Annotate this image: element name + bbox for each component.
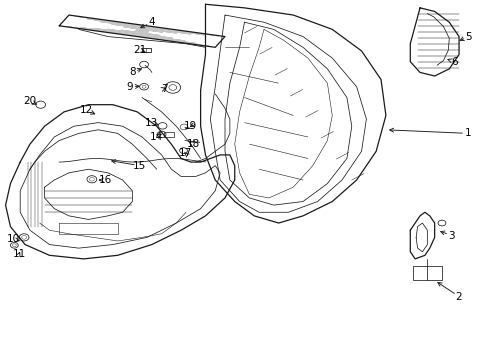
- Text: 15: 15: [133, 161, 146, 171]
- Bar: [412, 266, 441, 280]
- Text: 8: 8: [129, 67, 135, 77]
- Text: 12: 12: [79, 105, 92, 115]
- Text: 5: 5: [465, 32, 471, 41]
- Text: 9: 9: [126, 82, 133, 92]
- Text: 6: 6: [450, 57, 457, 67]
- Text: 11: 11: [13, 248, 26, 258]
- Text: 3: 3: [447, 231, 454, 240]
- Text: 14: 14: [150, 132, 163, 142]
- Bar: [142, 48, 151, 52]
- Text: 21: 21: [133, 45, 146, 55]
- Text: 10: 10: [6, 234, 20, 244]
- Text: 13: 13: [145, 118, 158, 128]
- Text: 18: 18: [186, 139, 200, 149]
- Text: 20: 20: [23, 96, 37, 106]
- Text: 4: 4: [148, 17, 155, 27]
- Text: 1: 1: [464, 129, 470, 138]
- Text: 16: 16: [99, 175, 112, 185]
- Text: 2: 2: [455, 292, 462, 302]
- Text: 17: 17: [178, 148, 191, 158]
- Text: 19: 19: [184, 121, 197, 131]
- Text: 7: 7: [161, 84, 167, 94]
- Bar: [163, 132, 173, 137]
